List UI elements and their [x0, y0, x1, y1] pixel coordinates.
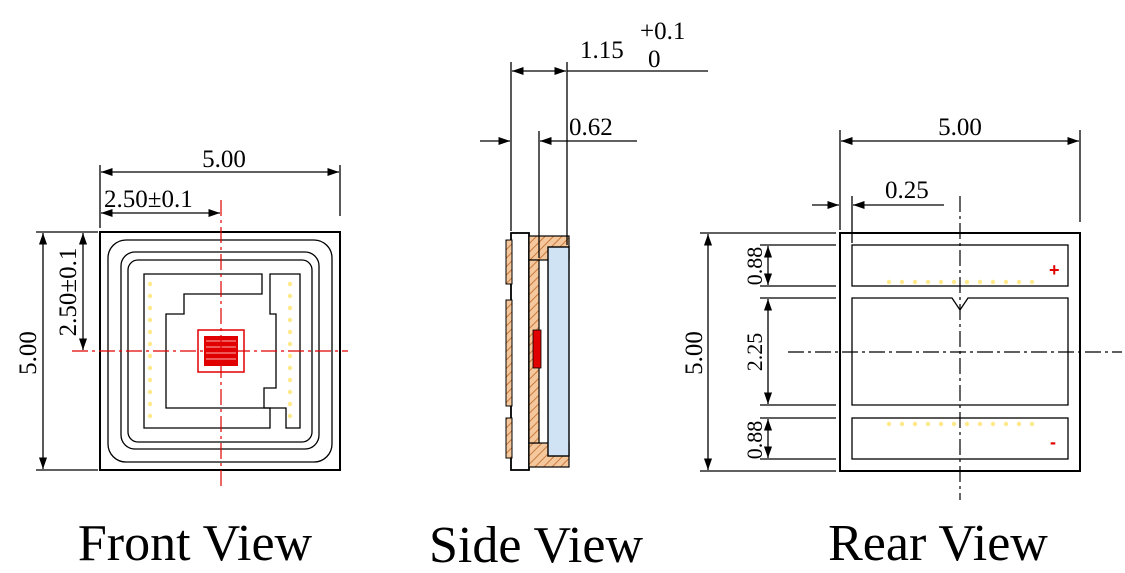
- side-die: [532, 329, 542, 369]
- rear-plus-symbol: +: [1049, 260, 1060, 280]
- rear-height-dim: 5.00: [681, 331, 708, 375]
- front-center-x-dim: 2.50±0.1: [104, 186, 193, 213]
- rear-width-dim: 5.00: [938, 114, 982, 141]
- side-lens-dim: 0.62: [569, 114, 613, 141]
- side-pad-top: [505, 239, 513, 285]
- rear-top-pad-dim: 0.88: [742, 247, 767, 286]
- side-thickness-main: 1.15: [580, 37, 624, 64]
- rear-view: + - 5.00 0.25 5.00 0.88 2.25 0.88 Rear: [681, 114, 1122, 572]
- side-thickness-tol-lower: 0: [648, 46, 661, 73]
- front-solder-dots: [147, 281, 293, 419]
- front-view: 5.00 2.50±0.1 5.00 2.50±0.1 Front View: [15, 146, 348, 572]
- side-view: 1.15 +0.1 0 0.62 Side View: [429, 18, 708, 573]
- rear-offset-dim: 0.25: [885, 177, 929, 204]
- rear-bottom-pad-dim: 0.88: [742, 421, 767, 460]
- side-view-title: Side View: [429, 517, 643, 573]
- rear-view-title: Rear View: [828, 515, 1048, 572]
- rear-minus-symbol: -: [1050, 432, 1056, 452]
- side-pad-mid: [505, 299, 513, 407]
- rear-middle-pad-dim: 2.25: [742, 333, 767, 372]
- side-lens: [547, 246, 570, 457]
- side-pad-bottom: [505, 417, 513, 459]
- front-width-dim: 5.00: [202, 146, 246, 173]
- front-right-electrode: [263, 273, 301, 429]
- rear-solder-dots: [886, 279, 1035, 427]
- rear-pad-middle: [851, 297, 1069, 406]
- front-left-electrode: [143, 273, 271, 429]
- front-height-dim: 5.00: [15, 331, 42, 375]
- front-center-y-dim: 2.50±0.1: [55, 248, 82, 337]
- side-substrate: [510, 232, 530, 471]
- side-thickness-tol-upper: +0.1: [640, 18, 685, 45]
- front-view-title: Front View: [78, 515, 313, 572]
